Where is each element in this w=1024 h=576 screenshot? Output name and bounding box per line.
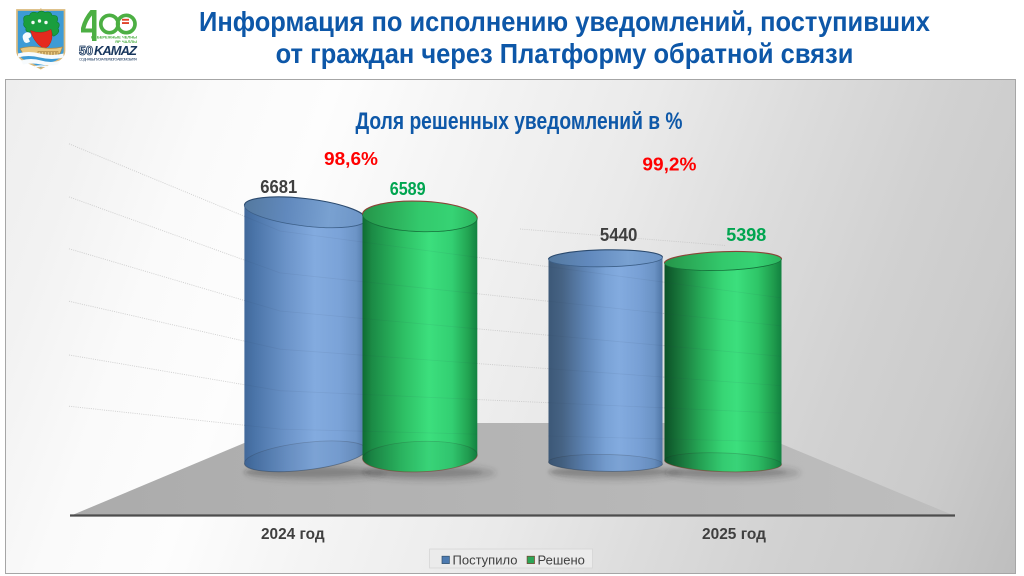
svg-text:99,2%: 99,2% — [642, 154, 696, 175]
svg-text:98,6%: 98,6% — [324, 148, 378, 169]
svg-text:Решено: Решено — [538, 553, 585, 568]
svg-text:KAMAZ: KAMAZ — [94, 43, 138, 58]
svg-text:5398: 5398 — [726, 225, 766, 245]
svg-text:Поступило: Поступило — [453, 553, 518, 568]
svg-text:2024 год: 2024 год — [261, 526, 325, 543]
svg-text:6589: 6589 — [390, 179, 426, 199]
svg-text:ЯР ЧАЛЛЫ: ЯР ЧАЛЛЫ — [115, 39, 137, 44]
svg-text:СО ДНЯ ВЫПУСКА ПЕРВОГО АВТОМОБ: СО ДНЯ ВЫПУСКА ПЕРВОГО АВТОМОБИЛЯ — [79, 58, 137, 62]
svg-text:6681: 6681 — [260, 177, 297, 197]
svg-text:Доля решенных уведомлений в %: Доля решенных уведомлений в % — [356, 108, 683, 135]
svg-text:2025 год: 2025 год — [702, 526, 766, 543]
svg-text:НАБЕРЕЖНЫЕ ЧЕЛНЫ: НАБЕРЕЖНЫЕ ЧЕЛНЫ — [91, 35, 137, 40]
svg-text:5440: 5440 — [600, 225, 638, 245]
svg-text:50: 50 — [79, 44, 93, 58]
